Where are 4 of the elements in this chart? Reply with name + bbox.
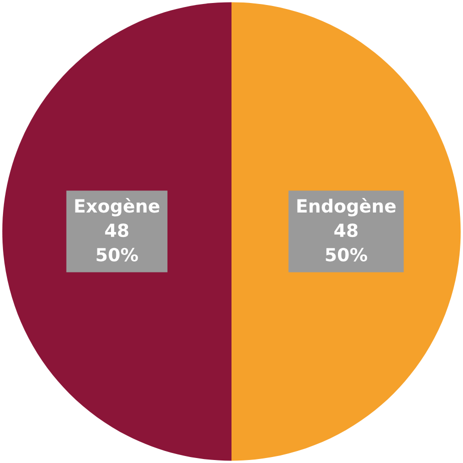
slice-label: Endogène bbox=[297, 198, 396, 216]
data-label: 48 50% bbox=[96, 224, 138, 262]
slice-label: Exogène bbox=[75, 198, 160, 216]
data-label: 48 50% bbox=[326, 224, 368, 262]
